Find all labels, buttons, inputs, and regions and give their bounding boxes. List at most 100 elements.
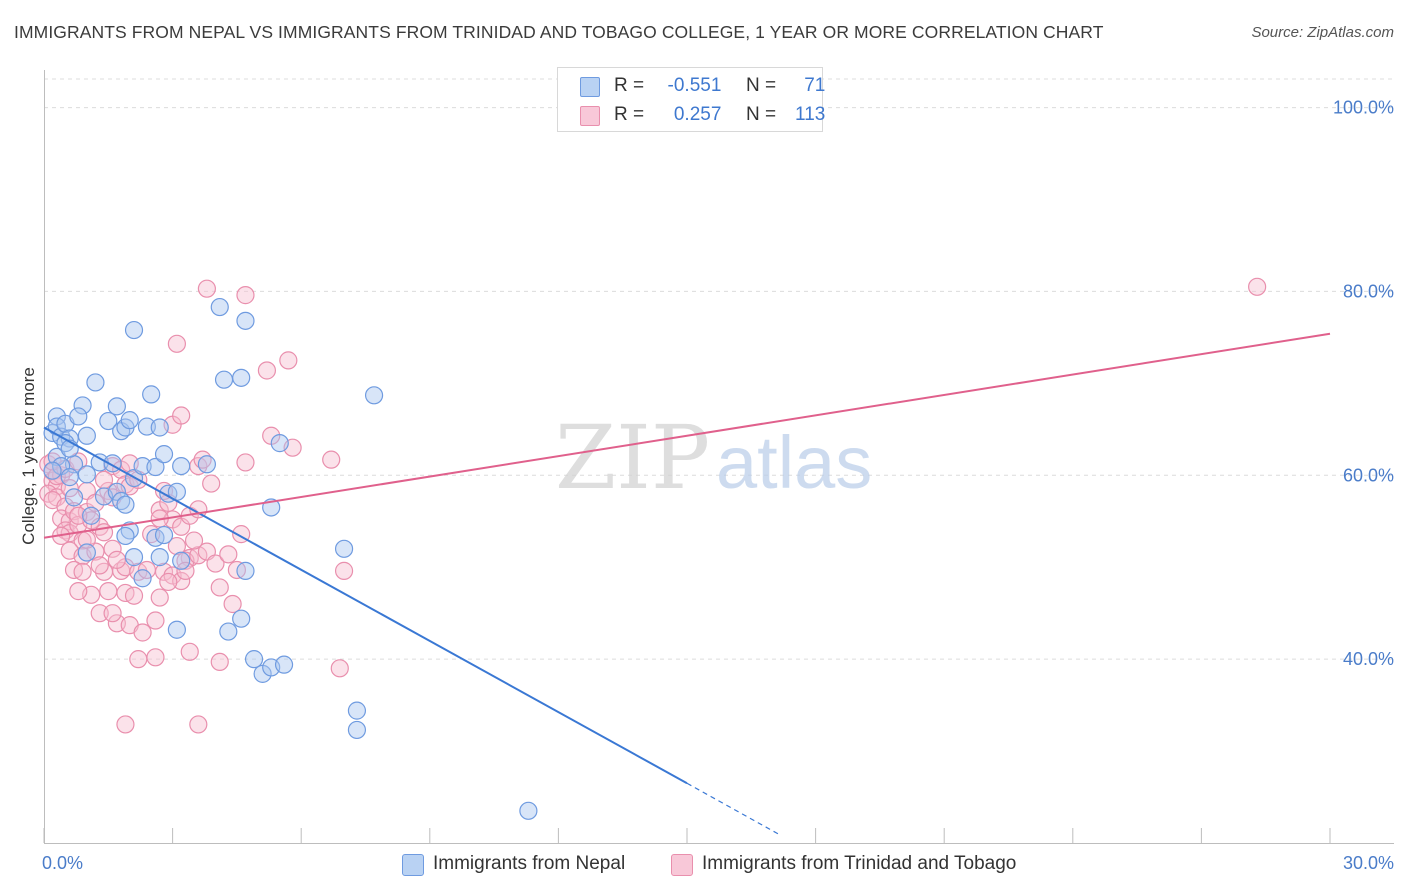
nepal-point: [107, 397, 126, 416]
legend-n-value-nepal: 71: [804, 75, 826, 96]
trinidad-point: [172, 571, 191, 591]
trinidad-point: [172, 406, 191, 425]
trinidad-point: [189, 715, 208, 734]
nepal-point: [107, 482, 126, 501]
nepal-point: [82, 506, 101, 525]
nepal-point: [334, 539, 354, 558]
trinidad-point: [197, 279, 216, 298]
trinidad-point: [129, 650, 148, 669]
trinidad-point: [167, 334, 186, 353]
trinidad-point: [146, 648, 165, 667]
nepal-point: [133, 456, 152, 476]
nepal-point: [60, 468, 79, 487]
trinidad-point: [322, 450, 341, 469]
nepal-point: [124, 320, 144, 340]
nepal-point: [77, 543, 96, 562]
trinidad-point: [236, 286, 255, 305]
legend-n-value-trinidad: 113: [795, 104, 826, 125]
nepal-point: [133, 569, 152, 588]
nepal-point: [270, 434, 289, 453]
trinidad-point: [90, 604, 109, 623]
legend-label-trinidad: Immigrants from Trinidad and Tobago: [702, 853, 1017, 874]
nepal-point: [232, 609, 251, 628]
x-tick-label-max: 30.0%: [1343, 853, 1394, 873]
trinidad-point: [146, 611, 165, 630]
x-tick-label-min: 0.0%: [42, 853, 83, 873]
nepal-point: [167, 620, 186, 639]
legend-swatch-nepal: [580, 77, 600, 97]
watermark: ZIP atlas: [555, 406, 872, 509]
trinidad-point: [210, 652, 229, 672]
nepal-point: [69, 407, 88, 426]
trinidad-point: [1248, 277, 1267, 296]
trinidad-point: [124, 586, 144, 605]
y-tick-label: 40.0%: [1343, 649, 1394, 669]
trinidad-point: [279, 351, 298, 370]
nepal-point: [214, 370, 234, 389]
y-tick-label: 80.0%: [1343, 281, 1394, 301]
nepal-point: [154, 445, 174, 464]
nepal-point: [274, 655, 294, 674]
legend-swatch-trinidad: [580, 106, 600, 126]
trinidad-point: [176, 561, 195, 580]
watermark-zip: ZIP: [555, 406, 710, 509]
trinidad-point: [219, 545, 238, 564]
trinidad-point: [116, 715, 135, 734]
series-legend: Immigrants from Nepal Immigrants from Tr…: [0, 850, 1406, 880]
nepal-point: [150, 548, 169, 567]
trinidad-point: [202, 474, 221, 493]
watermark-atlas: atlas: [716, 421, 872, 504]
nepal-point: [347, 701, 367, 720]
source-label: Source: ZipAtlas.com: [1251, 24, 1394, 41]
nepal-point: [172, 456, 191, 476]
y-tick-label: 60.0%: [1343, 465, 1394, 485]
nepal-point: [244, 650, 264, 669]
nepal-point: [154, 525, 174, 545]
trinidad-point: [69, 582, 88, 601]
nepal-point: [120, 411, 139, 430]
trinidad-point: [99, 582, 118, 601]
nepal-trend-extension: [686, 782, 782, 837]
trinidad-point: [236, 453, 255, 472]
nepal-point: [219, 622, 238, 641]
trinidad-point: [103, 539, 122, 558]
nepal-point: [64, 488, 84, 507]
trinidad-point: [206, 554, 225, 573]
y-tick-labels: 40.0% 60.0% 80.0% 100.0%: [1333, 98, 1394, 670]
nepal-point: [172, 551, 191, 570]
trinidad-point: [94, 470, 114, 489]
trinidad-point: [159, 572, 178, 592]
nepal-point: [146, 457, 165, 477]
trinidad-point: [69, 506, 88, 525]
legend-r-value-trinidad: 0.257: [673, 104, 722, 125]
nepal-point: [73, 396, 92, 415]
trinidad-point: [334, 561, 354, 580]
x-ticks: [43, 828, 1331, 843]
nepal-point: [137, 417, 156, 436]
trinidad-point: [90, 556, 109, 575]
trinidad-point: [150, 588, 169, 607]
trinidad-point: [210, 578, 229, 597]
nepal-point: [347, 720, 367, 740]
nepal-point: [77, 426, 96, 445]
nepal-point: [142, 385, 161, 404]
trinidad-point: [103, 604, 122, 623]
nepal-point: [150, 418, 169, 437]
trinidad-point: [330, 659, 349, 678]
legend-n-label: N =: [745, 104, 777, 125]
legend-r-label: R =: [614, 75, 645, 96]
trinidad-point: [184, 531, 204, 550]
nepal-trend-line: [43, 426, 688, 785]
nepal-point: [197, 455, 216, 474]
trinidad-point: [223, 594, 242, 614]
legend-swatch-trinidad: [671, 854, 693, 876]
legend-r-label: R =: [614, 104, 645, 125]
y-axis-title: College, 1 year or more: [19, 367, 38, 545]
nepal-point: [43, 461, 62, 480]
nepal-point: [47, 447, 66, 467]
nepal-point: [232, 368, 251, 387]
nepal-point: [116, 495, 135, 514]
nepal-point: [236, 311, 255, 330]
y-tick-label: 100.0%: [1333, 98, 1394, 118]
